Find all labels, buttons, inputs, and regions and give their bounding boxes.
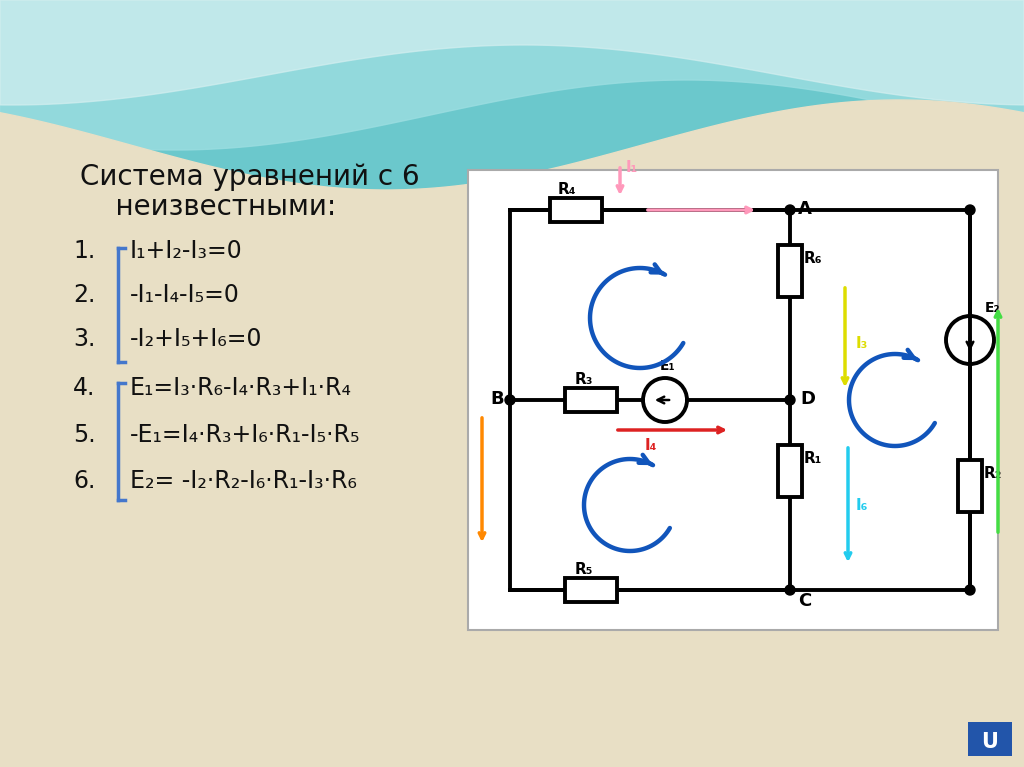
Text: 3.: 3. bbox=[73, 327, 95, 351]
Text: E₂: E₂ bbox=[985, 301, 1000, 315]
Text: U: U bbox=[982, 732, 998, 752]
Bar bbox=[778, 245, 802, 297]
Text: -E₁=I₄·R₃+I₆·R₁-I₅·R₅: -E₁=I₄·R₃+I₆·R₁-I₅·R₅ bbox=[130, 423, 360, 447]
Bar bbox=[565, 388, 617, 412]
Text: неизвестными:: неизвестными: bbox=[80, 193, 336, 221]
Text: D: D bbox=[800, 390, 815, 408]
Text: R₁: R₁ bbox=[804, 451, 822, 466]
Text: 2.: 2. bbox=[73, 283, 95, 307]
Bar bbox=[968, 722, 1012, 756]
Circle shape bbox=[785, 205, 795, 215]
Text: R₄: R₄ bbox=[558, 182, 577, 197]
Bar bbox=[778, 445, 802, 497]
Text: 6.: 6. bbox=[73, 469, 95, 493]
Text: -I₂+I₅+I₆=0: -I₂+I₅+I₆=0 bbox=[130, 327, 262, 351]
Bar bbox=[958, 460, 982, 512]
Text: R₂: R₂ bbox=[984, 466, 1002, 481]
Text: Система уравнений с 6: Система уравнений с 6 bbox=[80, 163, 420, 191]
Text: 5.: 5. bbox=[73, 423, 95, 447]
Circle shape bbox=[965, 205, 975, 215]
Bar bbox=[565, 578, 617, 602]
Text: E₁: E₁ bbox=[660, 359, 676, 373]
Text: A: A bbox=[798, 200, 812, 218]
Text: 1.: 1. bbox=[73, 239, 95, 263]
Text: I₁: I₁ bbox=[626, 160, 638, 175]
Text: R₆: R₆ bbox=[804, 251, 822, 266]
Circle shape bbox=[785, 395, 795, 405]
Text: I₄: I₄ bbox=[645, 438, 657, 453]
Text: -I₁-I₄-I₅=0: -I₁-I₄-I₅=0 bbox=[130, 283, 240, 307]
Circle shape bbox=[785, 585, 795, 595]
Circle shape bbox=[505, 395, 515, 405]
Text: I₆: I₆ bbox=[856, 498, 868, 513]
Circle shape bbox=[965, 585, 975, 595]
Text: I₁+I₂-I₃=0: I₁+I₂-I₃=0 bbox=[130, 239, 243, 263]
Text: E₁=I₃·R₆-I₄·R₃+I₁·R₄: E₁=I₃·R₆-I₄·R₃+I₁·R₄ bbox=[130, 376, 352, 400]
Text: B: B bbox=[490, 390, 504, 408]
Bar bbox=[468, 170, 998, 630]
Text: C: C bbox=[798, 592, 811, 610]
Text: E₂= -I₂·R₂-I₆·R₁-I₃·R₆: E₂= -I₂·R₂-I₆·R₁-I₃·R₆ bbox=[130, 469, 357, 493]
Text: I₃: I₃ bbox=[856, 336, 868, 351]
Text: R₃: R₃ bbox=[575, 372, 594, 387]
Bar bbox=[550, 198, 602, 222]
Text: R₅: R₅ bbox=[575, 562, 594, 577]
Text: 4.: 4. bbox=[73, 376, 95, 400]
